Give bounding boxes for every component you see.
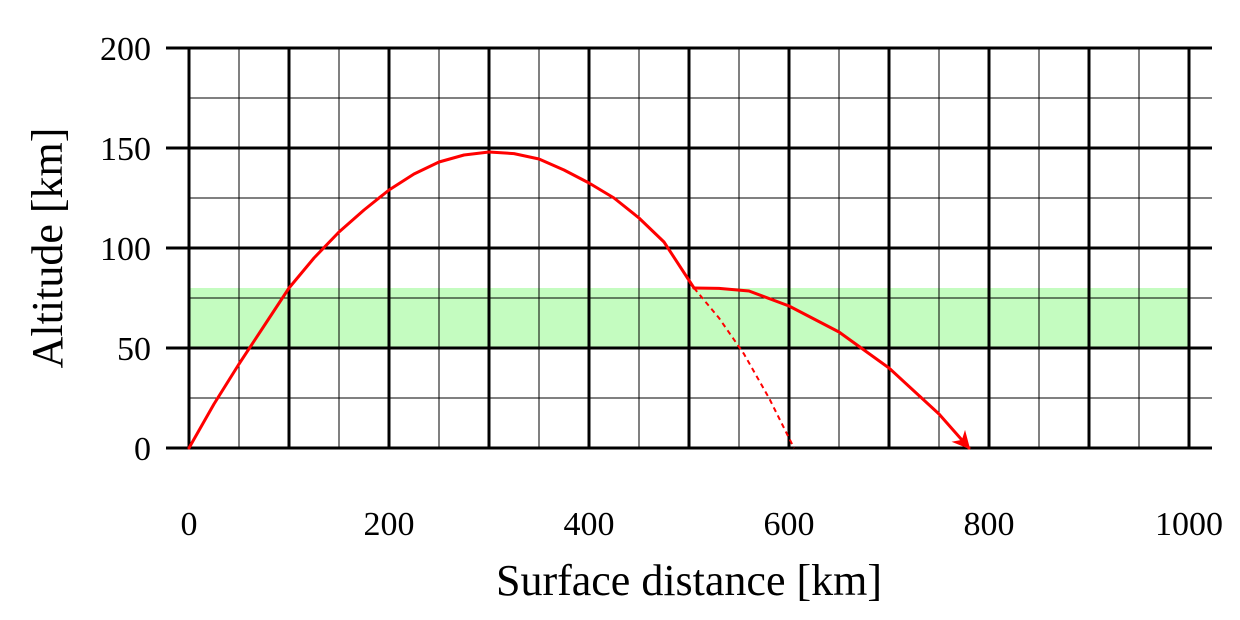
series-trajectory <box>187 150 696 450</box>
tick-label-layer: 0 200 400 600 800 1000 0 50 100 150 200 <box>100 31 1223 543</box>
x-tick-label: 400 <box>564 506 615 543</box>
x-tick-label: 1000 <box>1155 506 1223 543</box>
x-tick-label: 200 <box>364 506 415 543</box>
x-axis-title: Surface distance [km] <box>496 556 882 605</box>
y-tick-label: 50 <box>117 331 151 368</box>
y-tick-label: 200 <box>100 31 151 68</box>
x-tick-label: 600 <box>764 506 815 543</box>
series-ballistic-continuation <box>693 287 795 449</box>
y-tick-label: 100 <box>100 231 151 268</box>
y-axis-title: Altitude [km] <box>23 128 72 369</box>
series-layer <box>187 150 971 450</box>
y-tick-label: 150 <box>100 131 151 168</box>
x-tick-label: 0 <box>181 506 198 543</box>
series-glide-trajectory <box>692 286 971 450</box>
y-tick-label: 0 <box>134 431 151 468</box>
grid-layer <box>166 46 1212 450</box>
x-tick-label: 800 <box>964 506 1015 543</box>
